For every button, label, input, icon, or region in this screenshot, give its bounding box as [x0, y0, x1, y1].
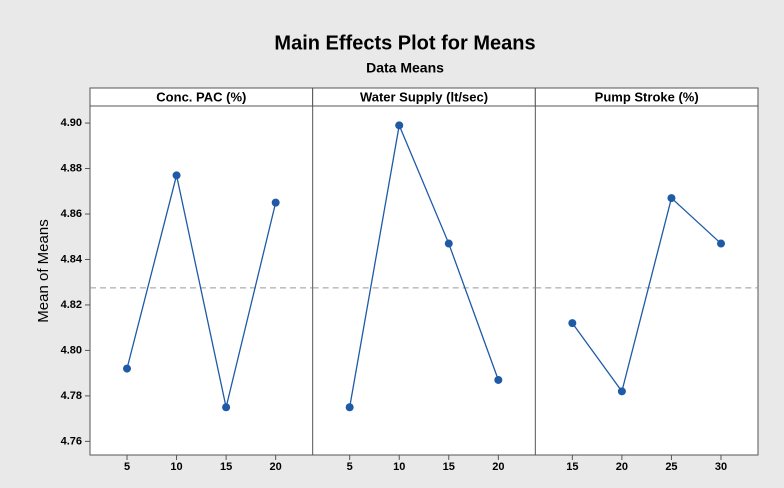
- x-tick-label: 15: [220, 461, 232, 473]
- point: [617, 387, 626, 396]
- x-tick-label: 20: [492, 461, 504, 473]
- point: [172, 171, 181, 180]
- plot-area: [89, 87, 759, 456]
- point: [568, 319, 577, 328]
- chart-subtitle: Data Means: [366, 60, 444, 76]
- panel-title: Pump Stroke (%): [595, 89, 699, 104]
- x-tick-label: 15: [443, 461, 455, 473]
- panel-title: Conc. PAC (%): [156, 89, 246, 104]
- y-tick-label: 4.78: [61, 390, 82, 402]
- panel-header: [534, 87, 759, 107]
- y-tick-label: 4.76: [61, 435, 82, 447]
- point: [271, 198, 280, 207]
- x-tick-label: 10: [393, 461, 405, 473]
- x-tick-label: 30: [715, 461, 727, 473]
- y-tick-label: 4.80: [61, 344, 82, 356]
- effect-line: [571, 196, 722, 393]
- y-tick-label: 4.88: [61, 162, 82, 174]
- point: [717, 239, 725, 248]
- point: [222, 403, 231, 412]
- x-tick-label: 5: [347, 461, 353, 473]
- y-tick-label: 4.90: [61, 117, 82, 129]
- point: [494, 375, 503, 384]
- y-axis-label: Mean of Means: [35, 219, 52, 322]
- point: [667, 194, 676, 203]
- point: [123, 364, 131, 373]
- effect-line: [126, 175, 277, 408]
- point: [345, 403, 354, 412]
- y-tick-label: 4.86: [61, 208, 82, 220]
- chart-title: Main Effects Plot for Means: [274, 32, 535, 54]
- y-tick-label: 4.82: [61, 299, 82, 311]
- x-tick-label: 25: [665, 461, 677, 473]
- effect-line: [349, 123, 499, 408]
- panel-title: Water Supply (lt/sec): [360, 89, 488, 104]
- x-tick-label: 20: [270, 461, 282, 473]
- y-tick-label: 4.84: [61, 253, 83, 265]
- x-tick-label: 10: [170, 461, 182, 473]
- x-tick-label: 20: [616, 461, 628, 473]
- point: [444, 239, 453, 248]
- x-tick-label: 15: [566, 461, 578, 473]
- point: [395, 121, 404, 130]
- x-tick-label: 5: [124, 461, 130, 473]
